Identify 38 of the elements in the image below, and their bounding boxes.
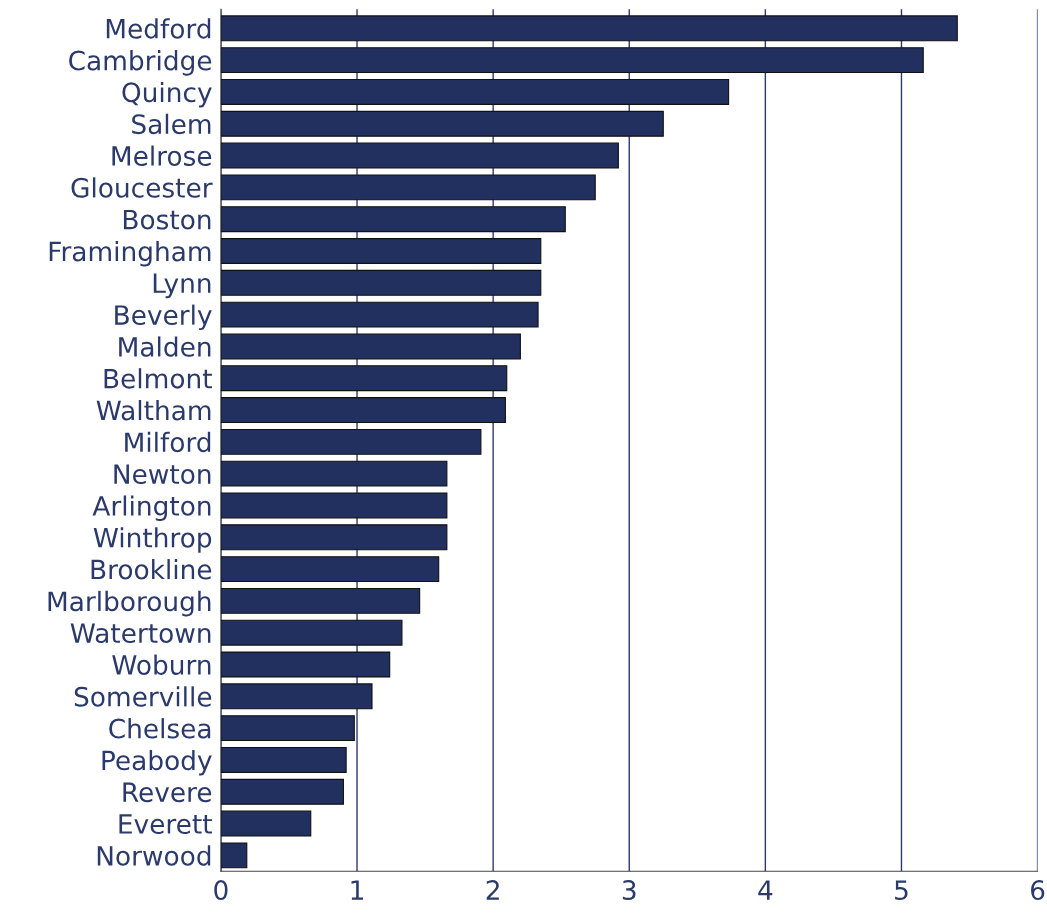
y-tick-label: Brookline [91, 559, 212, 580]
y-tick-label: Peabody [102, 749, 212, 776]
y-tick-label: Arlington [92, 495, 211, 521]
y-tick-label: Malden [119, 336, 211, 357]
x-tick-label: 1 [351, 880, 363, 900]
bar [220, 746, 347, 773]
y-tick-label: Winthrop [93, 527, 212, 553]
x-tick-label: 5 [895, 880, 908, 901]
x-tick-label: 4 [758, 880, 773, 900]
y-tick-label: Newton [114, 464, 211, 485]
bar [220, 842, 248, 869]
y-tick-label: Melrose [112, 145, 212, 166]
y-tick-label: Belmont [104, 368, 212, 389]
y-tick-label: Quincy [122, 81, 212, 108]
y-tick-label: Boston [123, 209, 211, 230]
y-tick-label: Watertown [70, 623, 211, 644]
y-tick-label: Waltham [96, 400, 211, 421]
y-tick-label: Medford [106, 18, 211, 39]
y-tick-label: Milford [125, 431, 211, 453]
y-tick-label: Framingham [49, 240, 211, 267]
y-tick-label: Somerville [74, 686, 212, 707]
y-tick-label: Revere [123, 782, 212, 803]
bar [220, 778, 344, 805]
x-tick-label: 3 [622, 880, 636, 901]
y-tick-label: Woburn [112, 654, 211, 675]
y-tick-label: Norwood [97, 845, 211, 866]
y-tick-label: Chelsea [109, 718, 211, 739]
x-tick-label: 6 [1031, 880, 1045, 901]
y-tick-label: Marlborough [48, 590, 211, 617]
x-tick-label: 2 [486, 880, 499, 900]
x-tick-label: 0 [214, 880, 228, 901]
y-tick-label: Gloucester [71, 177, 213, 198]
y-tick-label: Salem [132, 113, 211, 135]
y-tick-label: Lynn [153, 273, 211, 299]
bar [220, 810, 312, 837]
y-tick-label: Everett [119, 814, 212, 834]
y-tick-label: Beverly [115, 304, 212, 331]
y-tick-label: Cambridge [69, 50, 212, 76]
